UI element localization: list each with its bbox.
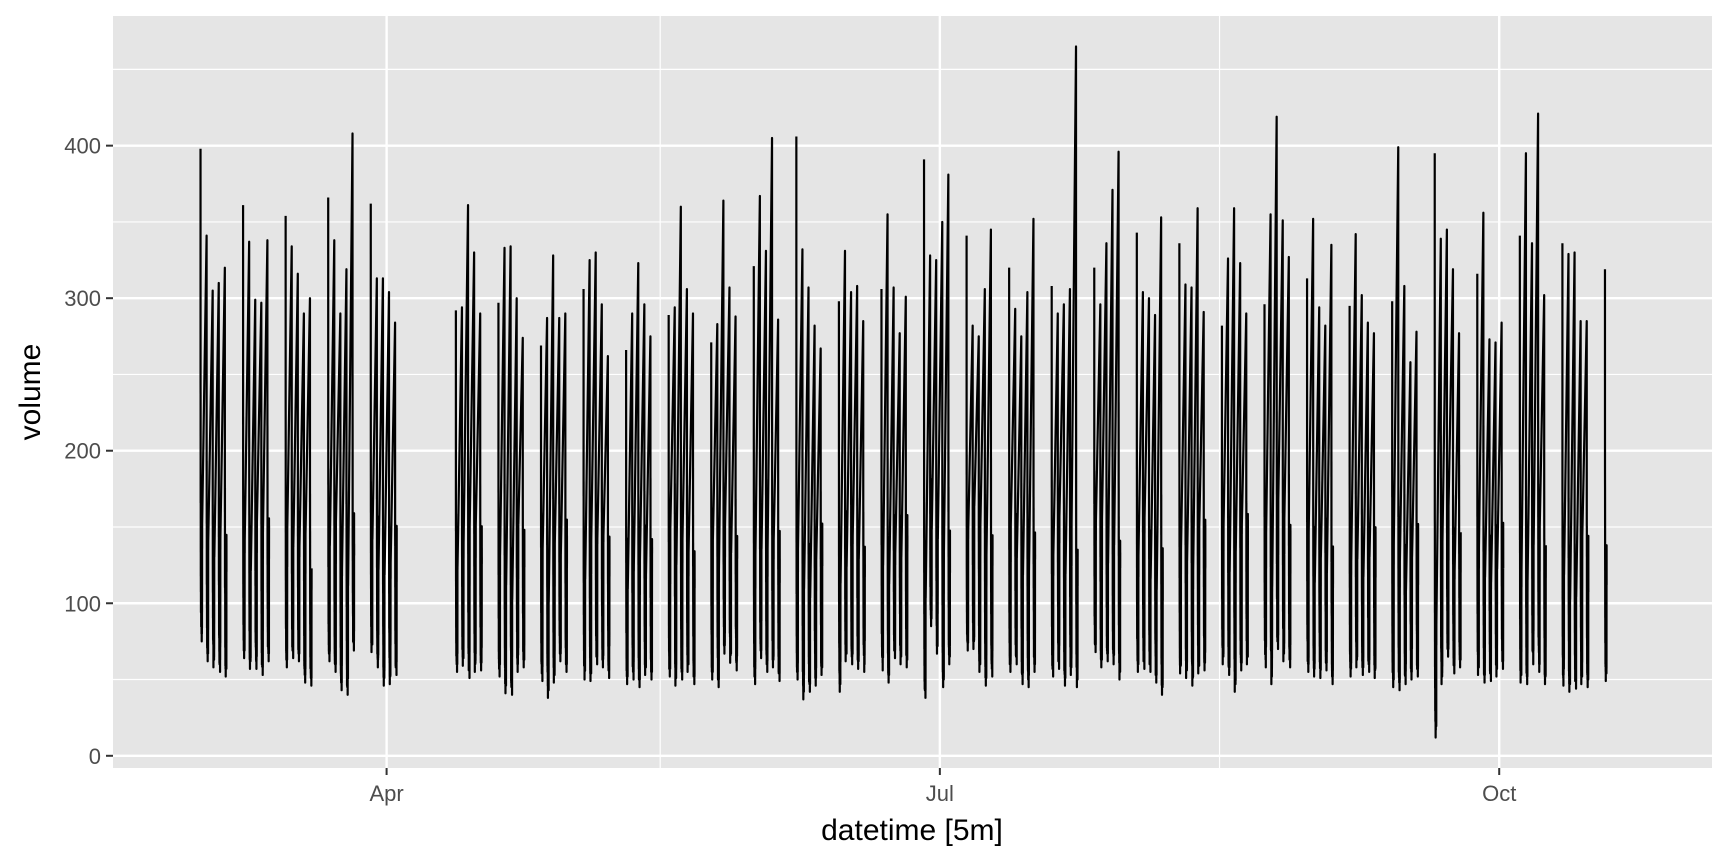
series-segment [1178,207,1207,687]
x-axis-title: datetime [5m] [821,814,1003,847]
y-tick-label: 300 [64,286,101,311]
series-segment [369,203,398,687]
y-tick-label: 100 [64,591,101,616]
series-segment [199,148,228,678]
series-segment [241,205,271,677]
series-segment [1518,112,1547,686]
series-segment [1263,115,1292,686]
series-group [199,45,1608,739]
series-segment [1135,216,1164,696]
y-axis: 0 100 200 300 400 [64,134,113,769]
series-segment [667,205,696,687]
series-segment [837,249,866,693]
series-segment [795,136,824,701]
series-segment [497,245,526,696]
series-segment [1348,233,1377,680]
series-segment [1008,217,1037,689]
series-segment [1391,146,1420,692]
x-tick-label: Jul [926,781,954,806]
y-tick-label: 200 [64,439,101,464]
x-tick-label: Oct [1482,781,1516,806]
y-tick-label: 0 [89,744,101,769]
series-segment [582,251,611,683]
series-segment [710,199,739,689]
series-segment [539,254,569,699]
series-segment [1476,211,1505,684]
series-segment [965,228,994,687]
series-segment [1433,153,1462,739]
series-segment [625,262,654,689]
series-segment [327,132,356,696]
series-segment [1093,150,1122,681]
series-segment [1050,45,1079,689]
series-segment [284,215,313,687]
series-segment [1220,207,1249,693]
series-segment [752,136,781,686]
series-segment [454,204,483,680]
series-segment [880,213,909,684]
series-segment [922,159,952,699]
x-tick-label: Apr [369,781,403,806]
y-tick-label: 400 [64,134,101,159]
series-segment [1603,269,1608,683]
series-segment [1561,243,1590,693]
series-segment [1305,217,1335,686]
x-axis: Apr Jul Oct [369,768,1516,806]
y-axis-title: volume [14,344,47,441]
